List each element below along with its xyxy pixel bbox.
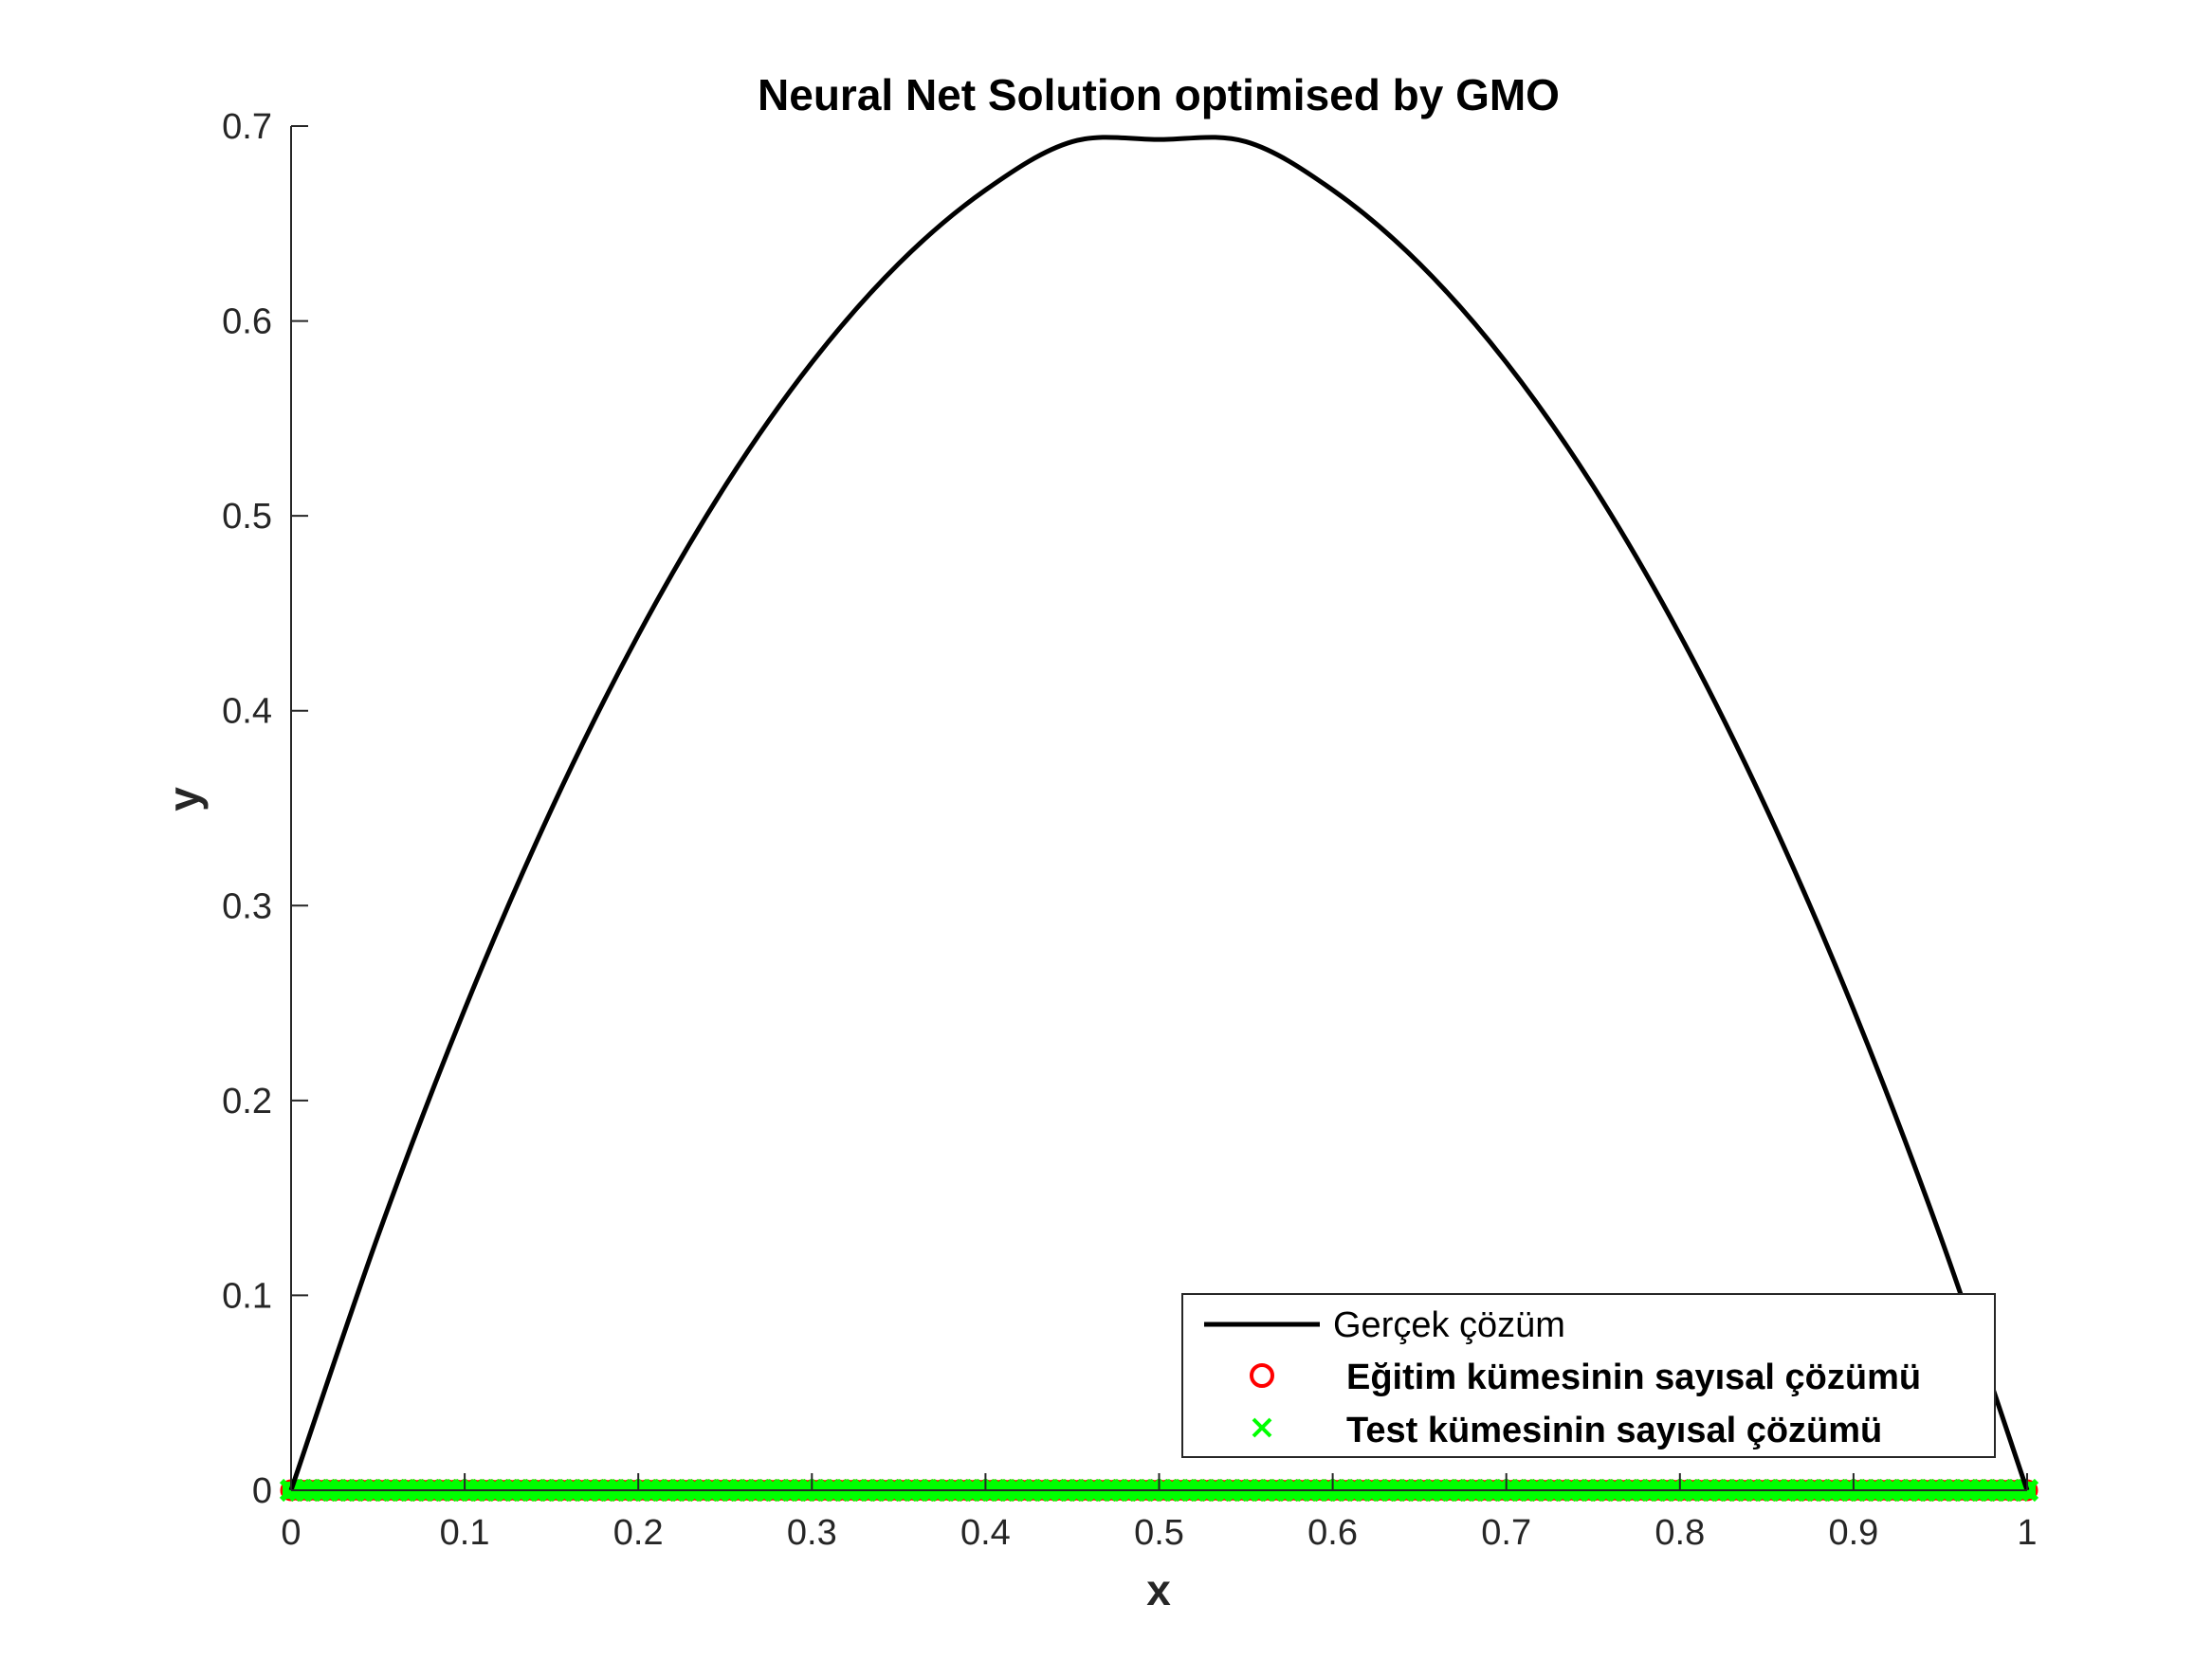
y-tick-label: 0 (252, 1471, 272, 1511)
axes-layer: 0 0.1 0.2 0.3 0.4 0.5 0.6 0.7 0.8 0.9 1 0 0.1 0.2 0.3 0… (222, 107, 2037, 1553)
legend-box (1181, 1293, 1996, 1458)
legend: Gerçek çözüm Eğitim kümesinin sayısal çö… (1181, 1293, 1996, 1458)
legend-entry-training-solution: Eğitim kümesinin sayısal çözümü (1346, 1358, 1921, 1397)
y-tick-label: 0.4 (222, 692, 272, 732)
x-tick-label: 0.7 (1481, 1513, 1531, 1553)
x-tick-label: 0.5 (1134, 1513, 1184, 1553)
x-tick-label: 0.6 (1307, 1513, 1358, 1553)
y-tick-label: 0.5 (222, 497, 272, 537)
y-tick-label: 0.3 (222, 886, 272, 926)
legend-entry-test-solution: Test kümesinin sayısal çözümü (1346, 1411, 1882, 1450)
y-axis-label: y (159, 787, 209, 811)
legend-circle-marker (1250, 1363, 1274, 1388)
y-tick-label: 0.1 (222, 1276, 272, 1316)
x-tick-label: 0 (281, 1513, 301, 1553)
x-tick-label: 0.8 (1654, 1513, 1705, 1553)
x-tick-label: 0.1 (440, 1513, 490, 1553)
x-tick-label: 0.3 (787, 1513, 837, 1553)
true-solution-line (288, 135, 2030, 1491)
x-tick-label: 0.9 (1828, 1513, 1878, 1553)
legend-entry-true-solution: Gerçek çözüm (1333, 1305, 1565, 1345)
y-tick-label: 0.2 (222, 1082, 272, 1121)
chart-title: Neural Net Solution optimised by GMO (758, 70, 1560, 119)
x-tick-label: 0.4 (960, 1513, 1011, 1553)
x-tick-label: 1 (2017, 1513, 2037, 1553)
x-axis-label: x (1146, 1565, 1171, 1614)
y-tick-label: 0.7 (222, 107, 272, 147)
x-tick-label: 0.2 (613, 1513, 664, 1553)
y-tick-label: 0.6 (222, 302, 272, 342)
legend-x-marker (1252, 1417, 1272, 1438)
